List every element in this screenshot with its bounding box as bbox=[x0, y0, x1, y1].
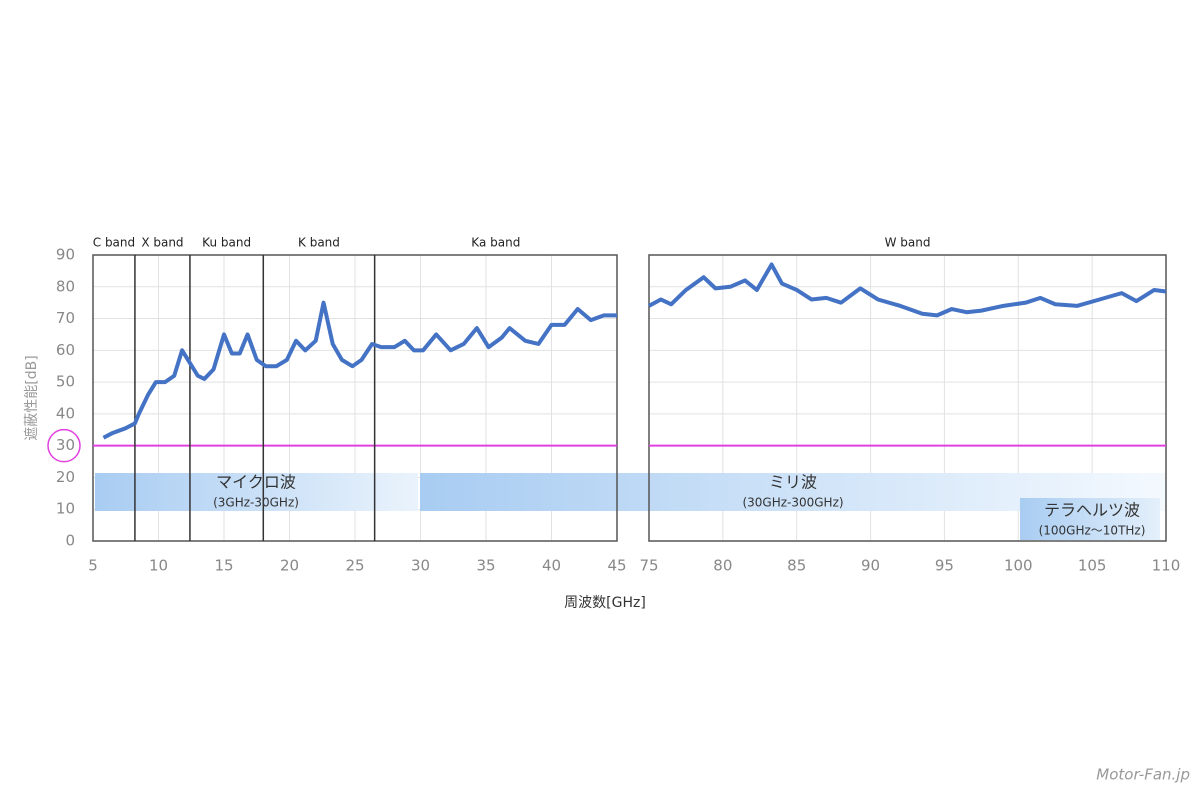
y-axis-label: 遮蔽性能[dB] bbox=[24, 355, 40, 440]
region-range: (3GHz-30GHz) bbox=[213, 496, 299, 510]
y-tick-label: 0 bbox=[65, 532, 75, 550]
y-tick-label: 50 bbox=[56, 373, 75, 391]
y-tick-label: 10 bbox=[56, 500, 75, 518]
data-line bbox=[102, 300, 617, 440]
region-range: (30GHz-300GHz) bbox=[742, 496, 843, 510]
x-tick-label: 105 bbox=[1078, 557, 1107, 575]
x-tick-label: 90 bbox=[861, 557, 880, 575]
x-tick-label: 110 bbox=[1152, 557, 1181, 575]
band-label: W band bbox=[885, 236, 931, 250]
plot-frame bbox=[92, 254, 618, 542]
plot-frame bbox=[648, 254, 1167, 542]
y-tick-label: 30 bbox=[56, 436, 75, 454]
x-tick-label: 40 bbox=[542, 557, 561, 575]
region-label: テラヘルツ波 bbox=[1044, 501, 1140, 520]
region-box bbox=[1020, 498, 1160, 540]
x-axis-label: 周波数[GHz] bbox=[564, 595, 646, 611]
band-label: K band bbox=[298, 236, 340, 250]
region-label: マイクロ波 bbox=[216, 473, 296, 492]
x-tick-label: 75 bbox=[639, 557, 658, 575]
y-tick-label: 80 bbox=[56, 277, 75, 295]
region-range: (100GHz〜10THz) bbox=[1039, 524, 1146, 538]
y-tick-label: 40 bbox=[56, 404, 75, 422]
x-tick-label: 35 bbox=[476, 557, 495, 575]
region-label: ミリ波 bbox=[769, 473, 817, 492]
x-tick-label: 45 bbox=[607, 557, 626, 575]
x-tick-label: 20 bbox=[280, 557, 299, 575]
x-tick-label: 30 bbox=[411, 557, 430, 575]
x-tick-label: 5 bbox=[88, 557, 98, 575]
x-tick-label: 100 bbox=[1004, 557, 1033, 575]
band-label: Ka band bbox=[471, 236, 520, 250]
y-tick-label: 20 bbox=[56, 468, 75, 486]
band-label: X band bbox=[141, 236, 183, 250]
x-tick-label: 10 bbox=[149, 557, 168, 575]
y-tick-label: 70 bbox=[56, 309, 75, 327]
x-tick-label: 95 bbox=[935, 557, 954, 575]
x-tick-label: 15 bbox=[214, 557, 233, 575]
region-box bbox=[95, 473, 418, 511]
y-tick-label: 90 bbox=[56, 246, 75, 264]
y-tick-label: 60 bbox=[56, 341, 75, 359]
watermark: Motor-Fan.jp bbox=[1096, 766, 1190, 784]
x-tick-label: 85 bbox=[787, 557, 806, 575]
threshold-highlight bbox=[47, 428, 81, 463]
band-label: Ku band bbox=[202, 236, 251, 250]
regions: マイクロ波 (3GHz-30GHz) ミリ波 (30GHz-300GHz) テラ… bbox=[95, 473, 1166, 540]
data-line bbox=[648, 262, 1167, 318]
x-tick-label: 25 bbox=[345, 557, 364, 575]
band-label: C band bbox=[93, 236, 135, 250]
x-tick-label: 80 bbox=[713, 557, 732, 575]
